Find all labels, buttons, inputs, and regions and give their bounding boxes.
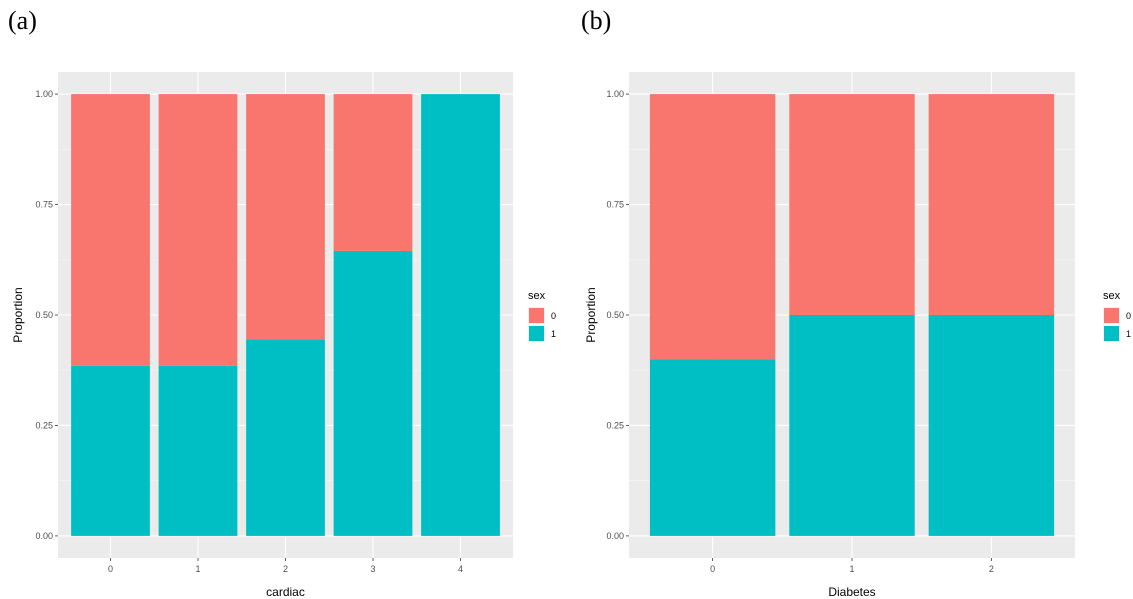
y-tick-label: 0.75 — [35, 200, 53, 210]
x-tick-label: 2 — [283, 564, 288, 574]
legend-label-1: 1 — [551, 329, 556, 339]
legend-title: sex — [1103, 290, 1121, 302]
x-tick-label: 1 — [849, 564, 854, 574]
y-tick-label: 0.00 — [35, 531, 53, 541]
bar-2-sex-1 — [246, 339, 325, 536]
bar-1-sex-0 — [789, 94, 915, 315]
legend-label-1: 1 — [1126, 329, 1131, 339]
y-tick-label: 1.00 — [35, 89, 53, 99]
bar-0-sex-1 — [649, 359, 776, 536]
x-axis-title: Diabetes — [828, 585, 875, 599]
y-tick-label: 0.75 — [606, 200, 624, 210]
bar-0-sex-0 — [649, 94, 776, 360]
legend: sex 0 1 — [1103, 290, 1131, 342]
y-tick-label: 0.50 — [606, 310, 624, 320]
legend-key-1 — [1104, 326, 1119, 341]
bar-3-sex-0 — [333, 94, 413, 251]
bar-1-sex-1 — [789, 315, 915, 536]
bar-1-sex-0 — [158, 94, 238, 366]
y-tick-label: 0.25 — [606, 420, 624, 430]
legend-title: sex — [528, 290, 546, 302]
x-tick-label: 0 — [108, 564, 113, 574]
legend-label-0: 0 — [1126, 311, 1131, 321]
bar-3-sex-1 — [333, 250, 413, 536]
legend-key-1 — [529, 326, 544, 341]
x-tick-label: 0 — [710, 564, 715, 574]
panel-label-b: (b) — [581, 6, 612, 35]
bar-2-sex-0 — [928, 94, 1055, 315]
y-tick-label: 0.50 — [35, 310, 53, 320]
chart-a: 0.00 0.25 0.50 0.75 1.00 0 1 2 3 4 cardiac Proporti… — [11, 72, 556, 599]
legend-label-0: 0 — [551, 311, 556, 321]
x-tick-label: 2 — [989, 564, 994, 574]
chart-b: 0.00 0.25 0.50 0.75 1.00 0 1 2 Diabetes Proportio… — [584, 72, 1131, 599]
x-tick-label: 4 — [458, 564, 463, 574]
x-tick-label: 3 — [370, 564, 375, 574]
bar-2-sex-1 — [928, 315, 1055, 536]
panel-label-a: (a) — [8, 6, 37, 35]
y-axis-title: Proportion — [11, 287, 25, 342]
legend: sex 0 1 — [528, 290, 556, 342]
y-tick-label: 1.00 — [606, 89, 624, 99]
bar-0-sex-0 — [71, 94, 150, 366]
y-tick-label: 0.00 — [606, 531, 624, 541]
y-axis-title: Proportion — [584, 287, 598, 342]
x-axis-title: cardiac — [266, 585, 305, 599]
legend-key-0 — [529, 308, 544, 323]
legend-key-0 — [1104, 308, 1119, 323]
bar-4-sex-1 — [421, 94, 500, 536]
bar-1-sex-1 — [158, 365, 238, 536]
x-tick-label: 1 — [195, 564, 200, 574]
bar-2-sex-0 — [246, 94, 325, 340]
bar-0-sex-1 — [71, 365, 150, 536]
y-tick-label: 0.25 — [35, 420, 53, 430]
